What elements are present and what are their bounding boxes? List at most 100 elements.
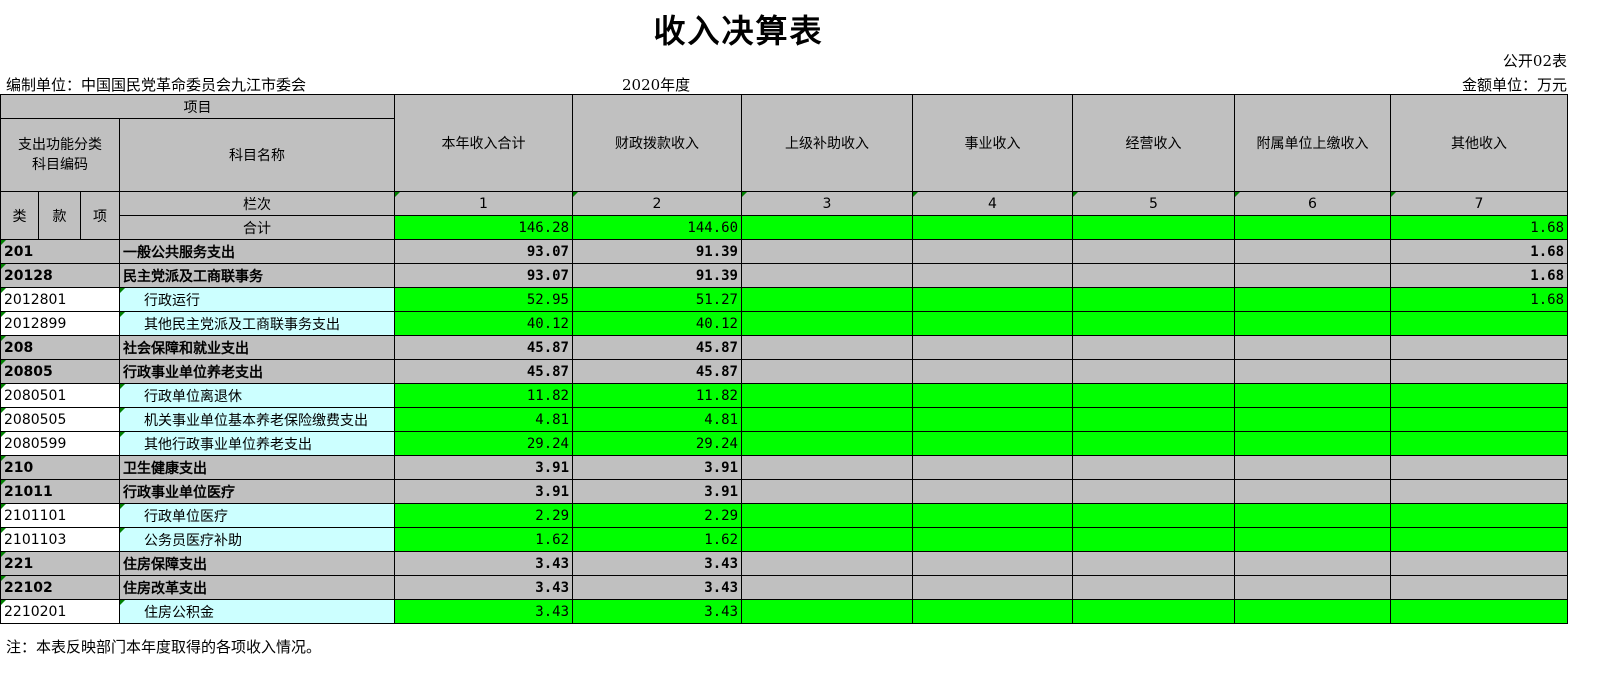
compiling-unit: 编制单位：中国国民党革命委员会九江市委会: [6, 76, 307, 94]
value-cell: 3.43: [394, 575, 573, 600]
value-cell: 45.87: [394, 359, 573, 384]
value-cell: 52.95: [394, 287, 573, 312]
table-row: 2101103 公务员医疗补助 1.62 1.62: [0, 527, 1568, 552]
value-cell: [912, 431, 1073, 456]
value-cell: [741, 575, 913, 600]
xiang-header: 项: [80, 191, 120, 240]
value-cell: 91.39: [572, 239, 742, 264]
col-number: 5: [1072, 191, 1235, 216]
code-header-line2: 科目编码: [32, 157, 88, 173]
subject-name: 住房改革支出: [119, 575, 395, 600]
col-header: 事业收入: [912, 94, 1073, 192]
value-cell: [1072, 335, 1235, 360]
value-cell: [741, 359, 913, 384]
subject-code: 210: [0, 455, 120, 480]
total-row: 合计 146.28 144.60 1.68: [1, 215, 1568, 240]
value-cell: 1.68: [1390, 287, 1568, 312]
subject-code: 2101101: [0, 503, 120, 528]
table-row: 2080501 行政单位离退休 11.82 11.82: [0, 383, 1568, 408]
subject-code: 2012801: [0, 287, 120, 312]
value-cell: [1072, 383, 1235, 408]
subject-name: 社会保障和就业支出: [119, 335, 395, 360]
value-cell: 40.12: [394, 311, 573, 336]
value-cell: 1.62: [394, 527, 573, 552]
value-cell: [1234, 383, 1391, 408]
table-row: 2012899 其他民主党派及工商联事务支出 40.12 40.12: [0, 311, 1568, 336]
value-cell: [912, 335, 1073, 360]
table-row: 210 卫生健康支出 3.91 3.91: [0, 455, 1568, 480]
table-row: 2012801 行政运行 52.95 51.27 1.68: [0, 287, 1568, 312]
table-row: 201 一般公共服务支出 93.07 91.39 1.68: [0, 239, 1568, 264]
value-cell: [1072, 599, 1235, 624]
subject-name: 行政单位医疗: [119, 503, 395, 528]
total-value: [1234, 215, 1391, 240]
value-cell: [741, 407, 913, 432]
value-cell: [912, 287, 1073, 312]
subject-code: 20128: [0, 263, 120, 288]
value-cell: [912, 599, 1073, 624]
value-cell: 93.07: [394, 263, 573, 288]
value-cell: 45.87: [572, 335, 742, 360]
value-cell: [741, 503, 913, 528]
value-cell: [1234, 263, 1391, 288]
col-header: 经营收入: [1072, 94, 1235, 192]
subject-code: 221: [0, 551, 120, 576]
table-row: 21011 行政事业单位医疗 3.91 3.91: [0, 479, 1568, 504]
total-value: [912, 215, 1073, 240]
subject-name: 其他民主党派及工商联事务支出: [119, 311, 395, 336]
table-row: 221 住房保障支出 3.43 3.43: [0, 551, 1568, 576]
lanci-label: 栏次: [119, 191, 395, 216]
value-cell: [741, 455, 913, 480]
value-cell: [1390, 311, 1568, 336]
value-cell: [741, 239, 913, 264]
value-cell: 11.82: [572, 383, 742, 408]
total-value: [741, 215, 913, 240]
income-table: 项目 本年收入合计 财政拨款收入 上级补助收入 事业收入 经营收入 附属单位上缴…: [0, 94, 1568, 624]
subject-code: 2080599: [0, 431, 120, 456]
value-cell: 4.81: [394, 407, 573, 432]
value-cell: [1390, 383, 1568, 408]
subject-name: 其他行政事业单位养老支出: [119, 431, 395, 456]
value-cell: 2.29: [394, 503, 573, 528]
value-cell: [1390, 455, 1568, 480]
value-cell: [741, 551, 913, 576]
value-cell: 3.43: [572, 575, 742, 600]
value-cell: [1234, 503, 1391, 528]
value-cell: 40.12: [572, 311, 742, 336]
value-cell: [1234, 479, 1391, 504]
value-cell: [1390, 527, 1568, 552]
total-value: 1.68: [1390, 215, 1568, 240]
value-cell: [1390, 407, 1568, 432]
value-cell: [1072, 287, 1235, 312]
col-header: 附属单位上缴收入: [1234, 94, 1391, 192]
subject-name: 公务员医疗补助: [119, 527, 395, 552]
value-cell: 1.68: [1390, 239, 1568, 264]
code-header: 支出功能分类 科目编码: [0, 118, 120, 192]
subject-name: 机关事业单位基本养老保险缴费支出: [119, 407, 395, 432]
value-cell: [1072, 479, 1235, 504]
value-cell: [1234, 407, 1391, 432]
subject-code: 2210201: [0, 599, 120, 624]
value-cell: [1072, 455, 1235, 480]
code-header-line1: 支出功能分类: [18, 137, 102, 153]
value-cell: [1390, 599, 1568, 624]
value-cell: [1072, 407, 1235, 432]
value-cell: 2.29: [572, 503, 742, 528]
value-cell: [1072, 311, 1235, 336]
header-row-1: 项目 本年收入合计 财政拨款收入 上级补助收入 事业收入 经营收入 附属单位上缴…: [0, 94, 1568, 192]
col-header: 上级补助收入: [741, 94, 913, 192]
subject-code: 22102: [0, 575, 120, 600]
value-cell: 29.24: [572, 431, 742, 456]
value-cell: [912, 311, 1073, 336]
value-cell: 45.87: [572, 359, 742, 384]
value-cell: [1072, 551, 1235, 576]
value-cell: [912, 239, 1073, 264]
value-cell: [741, 431, 913, 456]
value-cell: [1072, 503, 1235, 528]
table-row: 22102 住房改革支出 3.43 3.43: [0, 575, 1568, 600]
footnote: 注：本表反映部门本年度取得的各项收入情况。: [6, 638, 322, 656]
subject-code: 2080505: [0, 407, 120, 432]
amount-unit: 金额单位：万元: [1461, 76, 1567, 94]
value-cell: [912, 527, 1073, 552]
value-cell: [1390, 359, 1568, 384]
